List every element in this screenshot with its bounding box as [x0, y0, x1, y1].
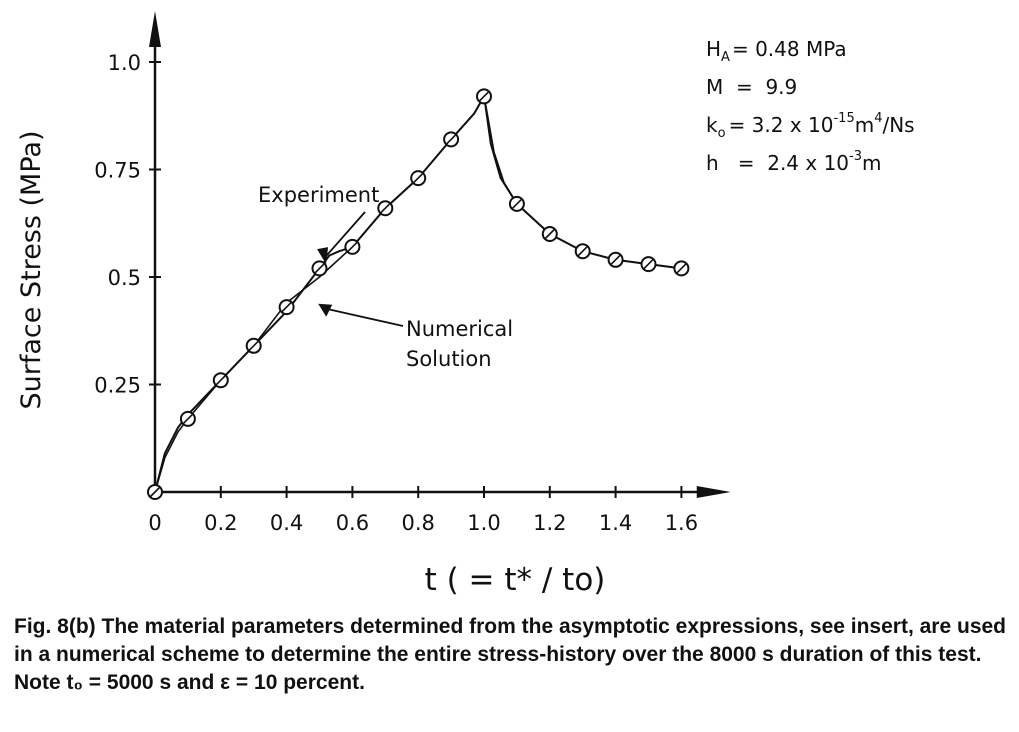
- numerical-pointer: [326, 307, 404, 327]
- y-tick-label: 0.5: [108, 266, 141, 290]
- series-line-0: [154, 95, 683, 493]
- parameter-insert: HA = 0.48 MPa M = 9.9 ko = 3.2 x 10-15m4/N…: [706, 37, 915, 175]
- marker-slash: [281, 301, 293, 313]
- figure-caption: Fig. 8(b) The material parameters determ…: [14, 615, 1007, 694]
- data-point-marker: [212, 372, 229, 389]
- data-point-marker: [245, 337, 262, 354]
- marker-slash: [478, 90, 490, 102]
- marker-slash: [675, 262, 687, 274]
- param-m: M = 9.9: [706, 75, 797, 99]
- x-tick-label: 1.4: [599, 511, 632, 535]
- series-line-1: [154, 95, 683, 493]
- marker-slash: [182, 413, 194, 425]
- x-tick-label: 0.6: [336, 511, 369, 535]
- x-tick-label: 0.4: [270, 511, 303, 535]
- stress-history-chart: 0 0.2 0.4 0.6 0.8 1.0 1.2 1.4 1.60.250.50.751.0 …: [16, 11, 915, 598]
- y-tick-label: 0.75: [94, 159, 141, 183]
- experiment-arrowhead: [317, 247, 329, 265]
- x-axis-arrowhead: [696, 486, 731, 498]
- ticks: 0 0.2 0.4 0.6 0.8 1.0 1.2 1.4 1.6 0.25 0.5 0.75 1.0: [94, 51, 698, 535]
- marker-slash: [248, 340, 260, 352]
- x-tick-label: 0: [148, 511, 161, 535]
- experiment-label: Experiment: [258, 183, 379, 207]
- data-point-marker: [476, 88, 492, 105]
- data-point-marker: [673, 260, 690, 277]
- data-point-marker: [410, 170, 427, 187]
- y-tick-label: 0.25: [94, 374, 141, 398]
- numerical-label-line1: Numerical: [406, 317, 513, 341]
- data-point-marker: [640, 256, 657, 273]
- x-tick-label: 0.2: [204, 511, 237, 535]
- param-k0: ko = 3.2 x 10-15m4/Ns: [706, 111, 915, 141]
- param-h: h = 2.4 x 10-3m: [706, 149, 881, 175]
- param-ha: HA = 0.48 MPa: [706, 37, 847, 65]
- marker-slash: [445, 133, 457, 145]
- markers: [147, 88, 690, 500]
- marker-slash: [149, 486, 161, 498]
- data-point-marker: [278, 299, 295, 316]
- y-axis-arrowhead: [149, 11, 161, 47]
- x-tick-label: 1.6: [665, 511, 698, 535]
- y-tick-label: 1.0: [108, 51, 141, 75]
- data-point-marker: [179, 410, 196, 427]
- series: [154, 95, 683, 493]
- marker-slash: [511, 198, 523, 210]
- data-point-marker: [147, 484, 163, 500]
- x-axis-title: t ( = t* / to): [425, 562, 606, 598]
- marker-slash: [412, 172, 424, 184]
- y-axis-title: Surface Stress (MPa): [16, 131, 47, 410]
- data-point-marker: [607, 251, 624, 268]
- marker-slash: [577, 245, 589, 257]
- experiment-pointer: [325, 211, 366, 257]
- data-point-marker: [377, 200, 394, 217]
- numerical-arrowhead: [318, 303, 333, 317]
- marker-slash: [346, 241, 358, 253]
- marker-slash: [610, 254, 622, 266]
- data-point-marker: [344, 238, 361, 255]
- annotations: Experiment Numerical Solution: [258, 183, 513, 371]
- data-point-marker: [508, 195, 525, 212]
- x-tick-label: 1.2: [533, 511, 566, 535]
- marker-slash: [544, 228, 556, 240]
- data-point-marker: [574, 243, 591, 260]
- data-point-marker: [541, 226, 558, 242]
- numerical-label-line2: Solution: [406, 347, 492, 371]
- marker-slash: [642, 258, 655, 270]
- data-point-marker: [443, 131, 460, 148]
- axes: [149, 11, 731, 498]
- marker-slash: [215, 374, 227, 386]
- x-tick-label: 0.8: [401, 511, 434, 535]
- x-tick-label: 1.0: [467, 511, 500, 535]
- marker-slash: [313, 262, 326, 274]
- data-point-marker: [311, 260, 328, 277]
- marker-slash: [379, 202, 391, 214]
